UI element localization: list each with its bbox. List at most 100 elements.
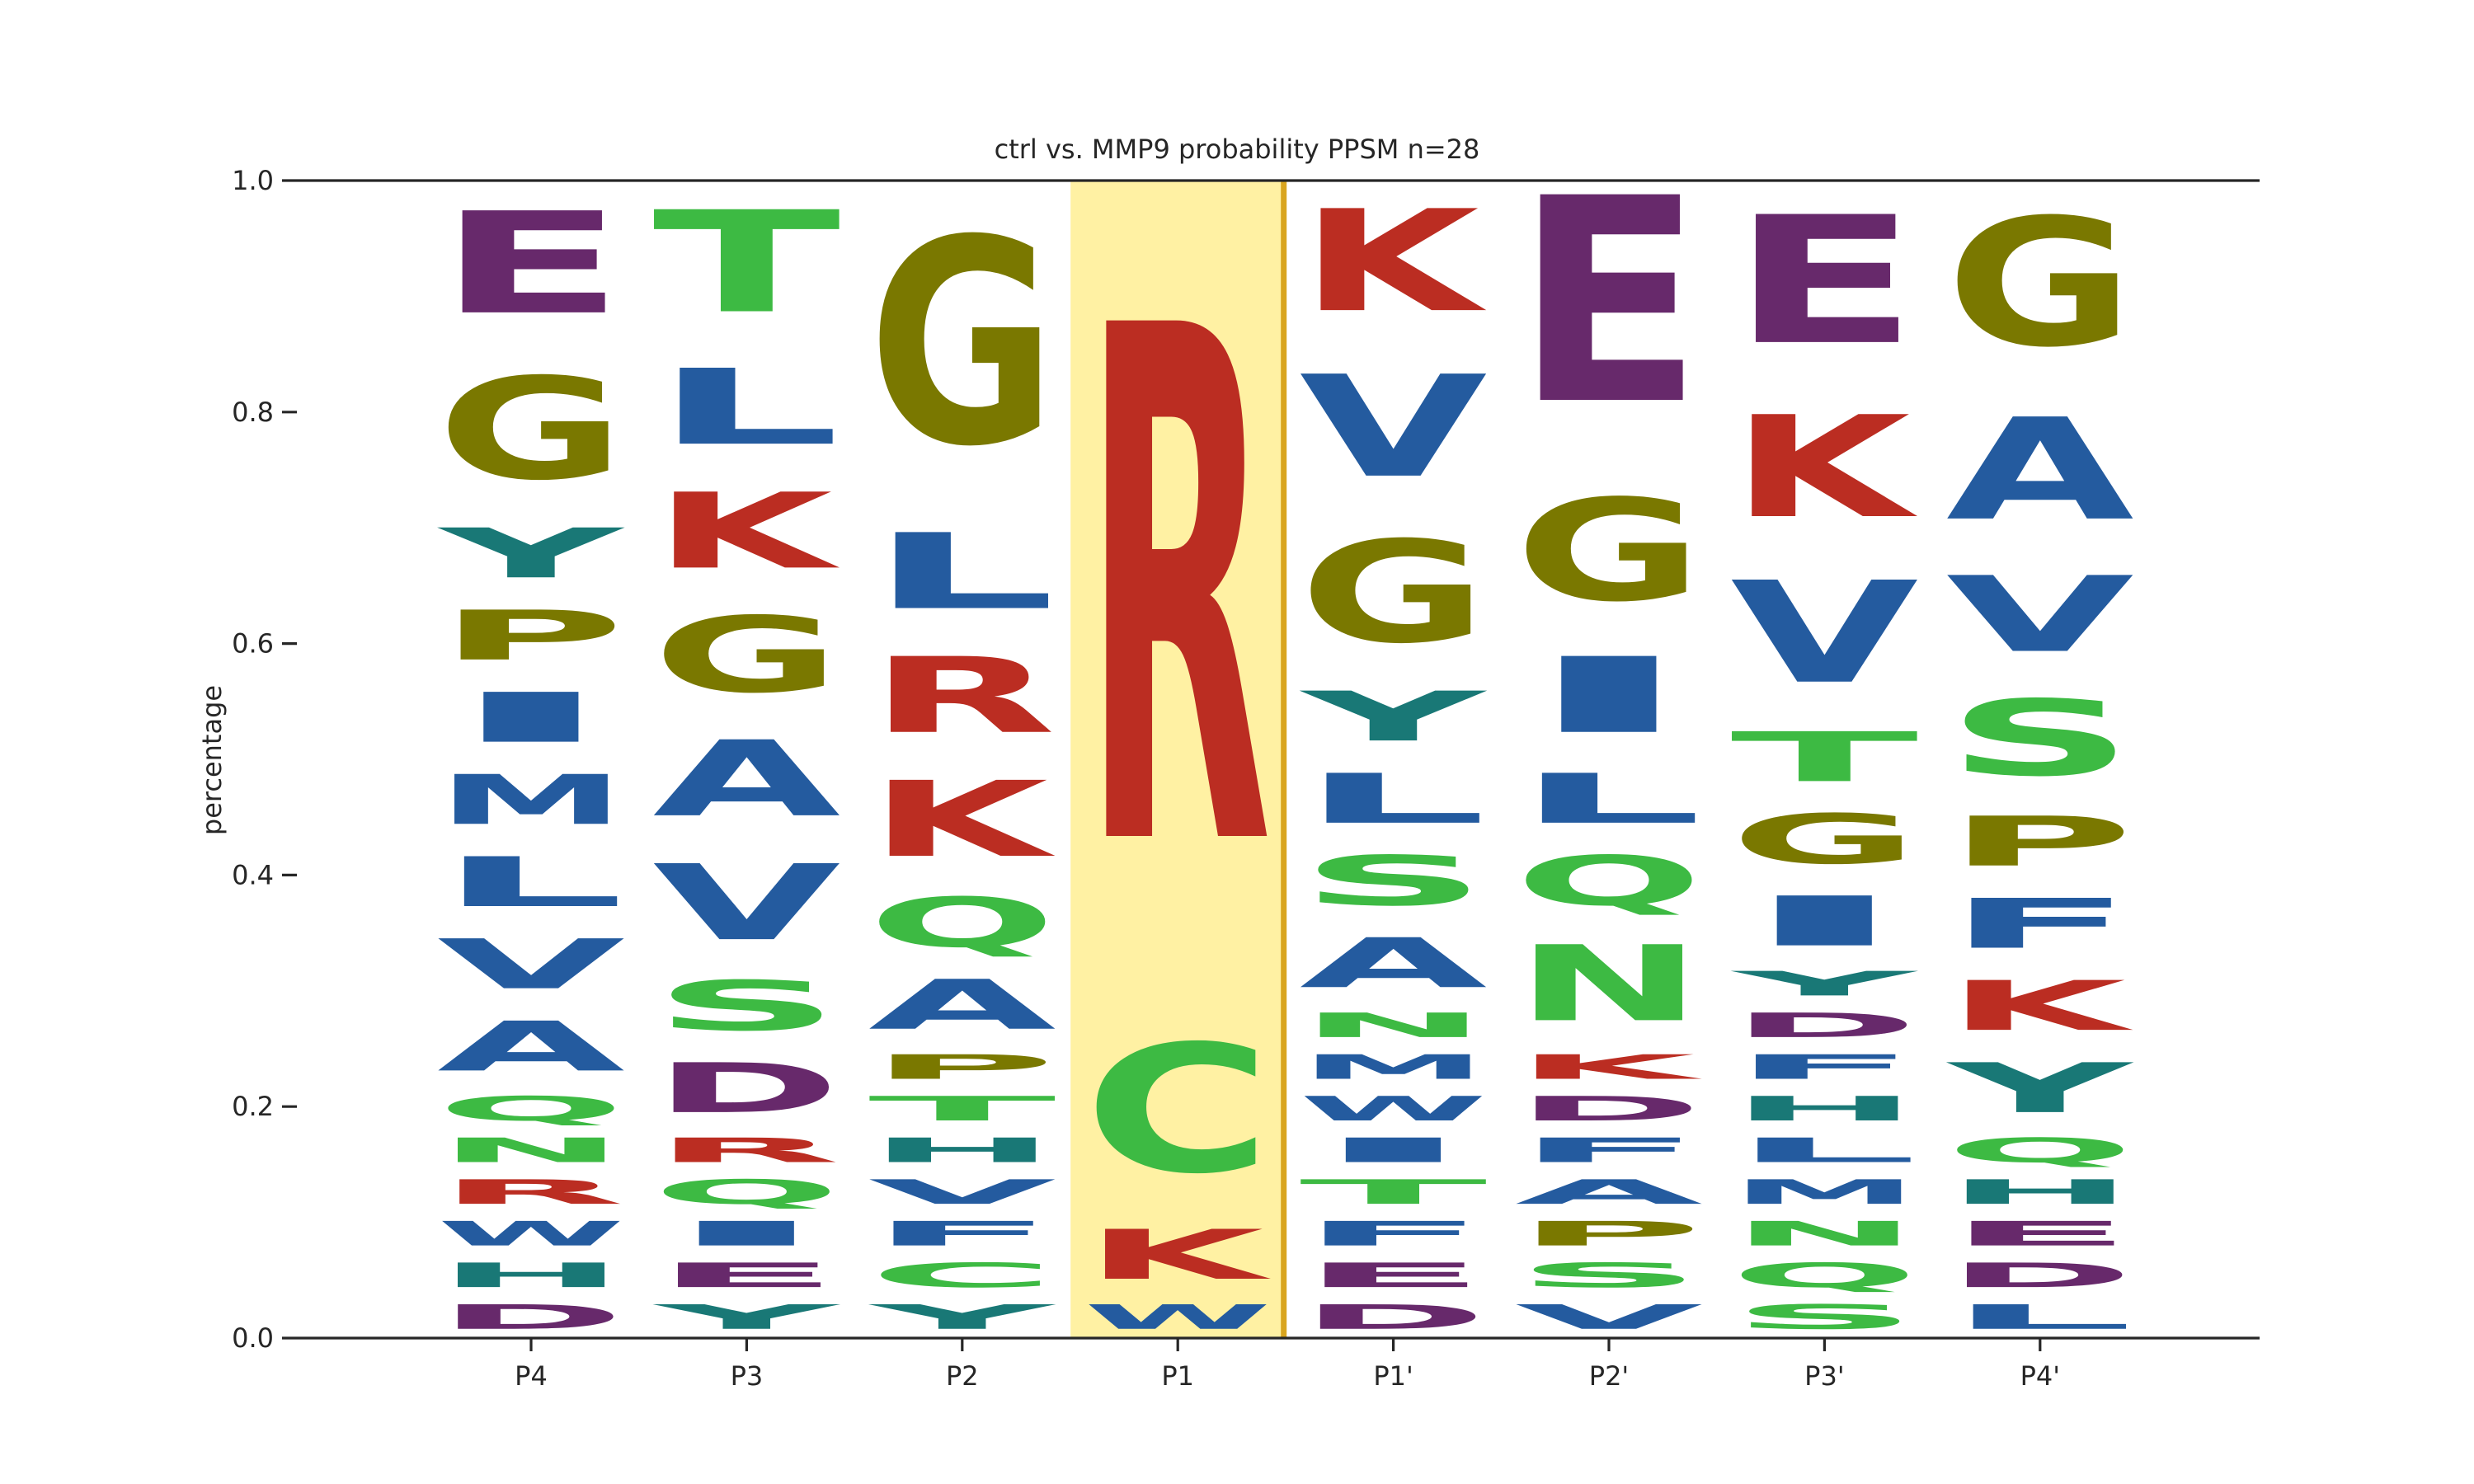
logo-letter: R [437,1172,625,1212]
y-tick-label: 0.4 [232,859,274,890]
logo-letter: V [868,1172,1056,1212]
logo-letter: L [1946,1298,2134,1336]
logo-letter: M [1730,1172,1918,1212]
logo-letter: R [652,1131,840,1171]
logo-letter: I [1515,636,1703,757]
logo-letter: H [437,1256,625,1295]
x-tick-label: P4' [2020,1360,2060,1392]
logo-letter: K [1515,1048,1702,1087]
y-tick-label: 0.8 [232,397,274,428]
logo-letter: P [437,596,625,676]
x-tick-label: P3 [731,1360,764,1392]
logo-letter: V [1515,1298,1703,1337]
logo-letter: A [1946,388,2134,552]
highlight-band [1070,181,1286,1338]
y-tick-label: 0.6 [232,628,274,660]
logo-letter: E [1300,1256,1488,1295]
logo-letter: A [652,719,840,840]
logo-letter: K [1946,966,2134,1046]
logo-letter: V [1946,555,2134,676]
logo-letter: Y [1729,965,1919,1003]
logo-letter: L [868,512,1056,633]
highlight-layer [1070,181,1287,1338]
logo-letter: W [1084,1298,1272,1336]
logo-letter: M [1300,1047,1488,1087]
logo-letter: V [1300,345,1488,509]
logo-letter: Y [651,1298,841,1336]
logo-letter: V [437,925,625,1005]
x-tick-label: P1 [1161,1360,1194,1392]
logo-letter: D [1515,1089,1703,1128]
logo-letter: T [868,1089,1056,1128]
logo-letter: Q [652,1172,840,1211]
logo-letter: T [1730,718,1918,797]
logo-letter: L [437,843,625,923]
logo-letter: P [868,1048,1056,1087]
logo-letter: T [1300,1172,1488,1211]
logo-letter: D [1300,1298,1488,1336]
logo-letter: G [437,349,625,512]
logo-letter: M [437,760,625,840]
logo-letter: R [868,636,1056,757]
logo-letter: N [1515,924,1703,1045]
axes: 0.0 0.2 0.4 0.6 0.8 1.0 P4 P3 P2 P1 P1' P2' P3' P4' [232,165,2260,1392]
highlight-border [1281,181,1287,1338]
logo-letter: I [1300,1131,1488,1170]
logo-letter: F [1946,885,2134,965]
logo-letter: Q [437,1089,625,1128]
logo-letter: L [652,347,840,468]
logo-letter: K [1300,180,1488,343]
logo-letter: L [1730,1131,1918,1170]
logo-letter: Q [1515,842,1703,922]
logo-letter: W [1300,1089,1488,1128]
logo-letter: E [1730,180,1918,384]
x-tick-label: P3' [1804,1360,1844,1392]
logo-letter: A [1515,1172,1703,1212]
logo-letter: S [1515,1256,1703,1295]
logo-letter: Q [1946,1131,2134,1170]
logo-letter: G [652,594,840,716]
logo-letter: D [1730,1006,1918,1045]
logo-letter: A [437,1007,625,1087]
logo-letter: G [1300,512,1488,675]
y-tick-label: 0.0 [232,1322,274,1354]
logo-letter: I [437,679,625,758]
logo-letter: K [868,759,1056,881]
logo-letter: A [1300,924,1488,1004]
logo-letter: L [1300,759,1488,839]
logo-letter: V [1730,552,1918,715]
logo-letter: N [1300,1006,1488,1045]
x-tick-label: P2' [1589,1360,1629,1392]
logo-letter: Y [1945,1049,2134,1129]
logo-letter: Y [1299,677,1488,757]
logo-letter: L [1515,759,1703,839]
logo-letter: D [652,1049,840,1129]
logo-letters: DHWRNQAVLMIPYGEYEIQRDSVAGKLTYCFVHTPAQKRL… [436,138,2134,1336]
logo-letter: G [1946,182,2134,387]
logo-letter: P [1946,802,2134,882]
logo-letter: I [652,1214,840,1253]
logo-letter: V [652,843,840,965]
y-axis-label: percentage [196,685,228,835]
logo-letter: E [652,1256,840,1295]
logo-letter: G [1515,470,1703,633]
x-tick-label: P2 [946,1360,979,1392]
logo-letter: H [1946,1172,2134,1212]
logo-letter: N [437,1131,625,1171]
logo-letter: E [1515,138,1703,467]
logo-letter: R [1084,181,1272,1004]
logo-letter: F [1515,1131,1703,1171]
logo-letter: D [1946,1256,2134,1295]
logo-letter: F [1300,1214,1488,1254]
logo-letter: E [1946,1214,2134,1254]
logo-letter: H [1730,1089,1918,1129]
